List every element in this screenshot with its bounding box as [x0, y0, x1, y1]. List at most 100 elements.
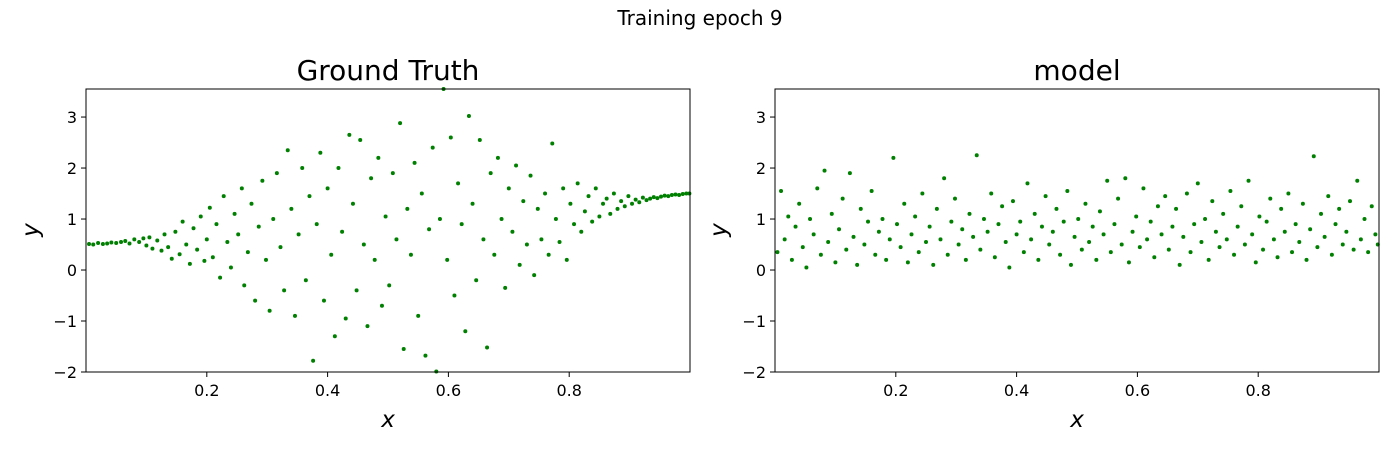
ground-truth-point	[245, 250, 250, 255]
model-point	[945, 252, 950, 257]
ground-truth-point	[673, 192, 678, 197]
model-point	[956, 242, 961, 247]
model-point	[1206, 257, 1211, 262]
model-point	[949, 219, 954, 224]
ground-truth-point	[492, 252, 497, 257]
model-point	[1061, 219, 1066, 224]
ground-truth-point	[274, 171, 279, 176]
ground-truth-point	[485, 345, 490, 350]
model-point	[808, 217, 813, 222]
ground-truth-point	[608, 211, 613, 216]
model-point	[1366, 250, 1371, 255]
model-point	[895, 222, 900, 227]
ground-truth-point	[225, 239, 230, 244]
model-ytick-label: 2	[756, 159, 766, 178]
model-point	[963, 257, 968, 262]
ground-truth-points	[87, 87, 692, 374]
model-point	[840, 196, 845, 201]
model-ytick-label: 3	[756, 108, 766, 127]
model-point	[898, 245, 903, 250]
ground-truth-point	[307, 194, 312, 199]
ground-truth-point	[463, 329, 468, 334]
ground-truth-point	[321, 298, 326, 303]
ground-truth-point	[155, 238, 160, 243]
model-point	[826, 239, 831, 244]
ground-truth-point	[278, 245, 283, 250]
model-point	[1286, 191, 1291, 196]
model-point	[1246, 178, 1251, 183]
ground-truth-point	[419, 191, 424, 196]
model-point	[1039, 224, 1044, 229]
ground-truth-point	[684, 191, 689, 196]
ground-truth-point	[91, 242, 96, 247]
model-point	[1282, 229, 1287, 234]
model-point	[1362, 217, 1367, 222]
ground-truth-point	[390, 171, 395, 176]
ground-truth-ytick-label: 0	[67, 261, 77, 280]
ground-truth-point	[187, 261, 192, 266]
model-point	[1166, 247, 1171, 252]
model-point	[1079, 247, 1084, 252]
ground-truth-point	[611, 191, 616, 196]
ground-truth-point	[626, 194, 631, 199]
model-point	[793, 224, 798, 229]
ground-truth-point	[169, 256, 174, 261]
model-point	[1068, 262, 1073, 267]
ground-truth-point	[123, 238, 128, 243]
ground-truth-point	[659, 194, 664, 199]
model-point	[800, 245, 805, 250]
ground-truth-point	[514, 163, 519, 168]
ground-truth-point	[532, 273, 537, 278]
model-point	[1315, 245, 1320, 250]
ground-truth-point	[195, 247, 200, 252]
model-point	[920, 191, 925, 196]
ground-truth-point	[96, 240, 101, 245]
model-point	[887, 237, 892, 242]
ground-truth-point	[144, 243, 149, 248]
ground-truth-point	[528, 173, 533, 178]
ground-truth-point	[147, 235, 152, 240]
ground-truth-point	[637, 200, 642, 205]
model-point	[1326, 194, 1331, 199]
ground-truth-ytick-label: 1	[67, 210, 77, 229]
model-xtick-label: 0.8	[1245, 381, 1270, 400]
ground-truth-point	[184, 242, 189, 247]
model-ticks: 0.2 0.4 0.6 0.8 −2 −1 0 1 2 3	[742, 108, 1271, 400]
model-point	[1003, 239, 1008, 244]
model-point	[1293, 222, 1298, 227]
ground-truth-point	[127, 241, 132, 246]
ground-truth-point	[506, 186, 511, 191]
model-point	[1279, 206, 1284, 211]
ground-truth-point	[267, 308, 272, 313]
ground-truth-point	[677, 193, 682, 198]
model-point	[974, 153, 979, 158]
ground-truth-point	[524, 242, 529, 247]
ground-truth-point	[300, 166, 305, 171]
model-point	[1304, 257, 1309, 262]
model-point	[985, 229, 990, 234]
model-point	[862, 242, 867, 247]
ground-truth-point	[387, 283, 392, 288]
model-point	[1195, 181, 1200, 186]
model-point	[916, 250, 921, 255]
ground-truth-point	[228, 265, 233, 270]
model-point	[1116, 196, 1121, 201]
model-point	[1029, 237, 1034, 242]
ground-truth-point	[292, 313, 297, 318]
model-point	[1192, 222, 1197, 227]
ground-truth-point	[137, 239, 142, 244]
ground-truth-point	[177, 252, 182, 257]
model-point	[833, 260, 838, 265]
ground-truth-point	[162, 232, 167, 237]
ground-truth-point	[100, 242, 105, 247]
ground-truth-point	[361, 242, 366, 247]
model-point	[1181, 234, 1186, 239]
ground-truth-point	[232, 211, 237, 216]
model-point	[1123, 176, 1128, 181]
model-point	[1250, 232, 1255, 237]
ground-truth-point	[590, 219, 595, 224]
model-point	[844, 247, 849, 252]
model-point	[1108, 250, 1113, 255]
ground-truth-point	[564, 257, 569, 262]
ground-truth-point	[114, 240, 119, 245]
